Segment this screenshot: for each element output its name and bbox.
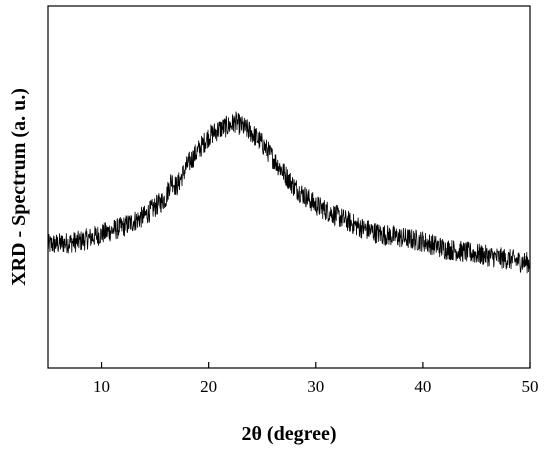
y-axis-title: XRD - Spectrum (a. u.) [8, 88, 30, 286]
x-axis-ticks: 10 20 30 40 50 [93, 362, 539, 396]
xrd-series-line [47, 111, 531, 274]
x-tick-label: 40 [414, 377, 431, 396]
plot-frame [47, 5, 531, 369]
x-tick-label: 10 [93, 377, 110, 396]
x-tick-label: 30 [307, 377, 324, 396]
x-axis-title: 2θ (degree) [241, 423, 336, 445]
x-tick-label: 20 [200, 377, 217, 396]
plot-area [47, 111, 531, 274]
x-tick-label: 50 [522, 377, 539, 396]
